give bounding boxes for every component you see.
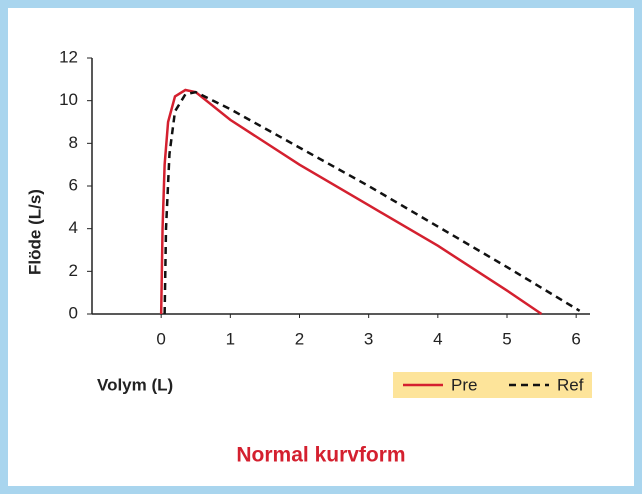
- y-axis-label: Flöde (L/s): [25, 189, 44, 275]
- y-tick-label: 8: [69, 133, 78, 152]
- y-tick-label: 2: [69, 261, 78, 280]
- legend-label: Pre: [451, 375, 477, 394]
- panel: [8, 8, 634, 486]
- x-tick-label: 0: [156, 329, 165, 348]
- y-tick-label: 0: [69, 303, 78, 322]
- legend-label: Ref: [557, 375, 584, 394]
- x-tick-label: 2: [295, 329, 304, 348]
- chart-title: Normal kurvform: [236, 444, 405, 467]
- y-tick-label: 12: [59, 47, 78, 66]
- line-series: [163, 90, 581, 315]
- x-axis-label: Volym (L): [97, 375, 173, 394]
- y-tick-label: 10: [59, 90, 78, 109]
- y-tick-label: 6: [69, 175, 78, 194]
- x-tick-label: 1: [226, 329, 235, 348]
- x-tick-label: 5: [502, 329, 511, 348]
- x-tick-label: 6: [571, 329, 580, 348]
- x-tick-label: 4: [433, 329, 442, 348]
- y-tick-label: 4: [69, 218, 78, 237]
- x-tick-label: 3: [364, 329, 373, 348]
